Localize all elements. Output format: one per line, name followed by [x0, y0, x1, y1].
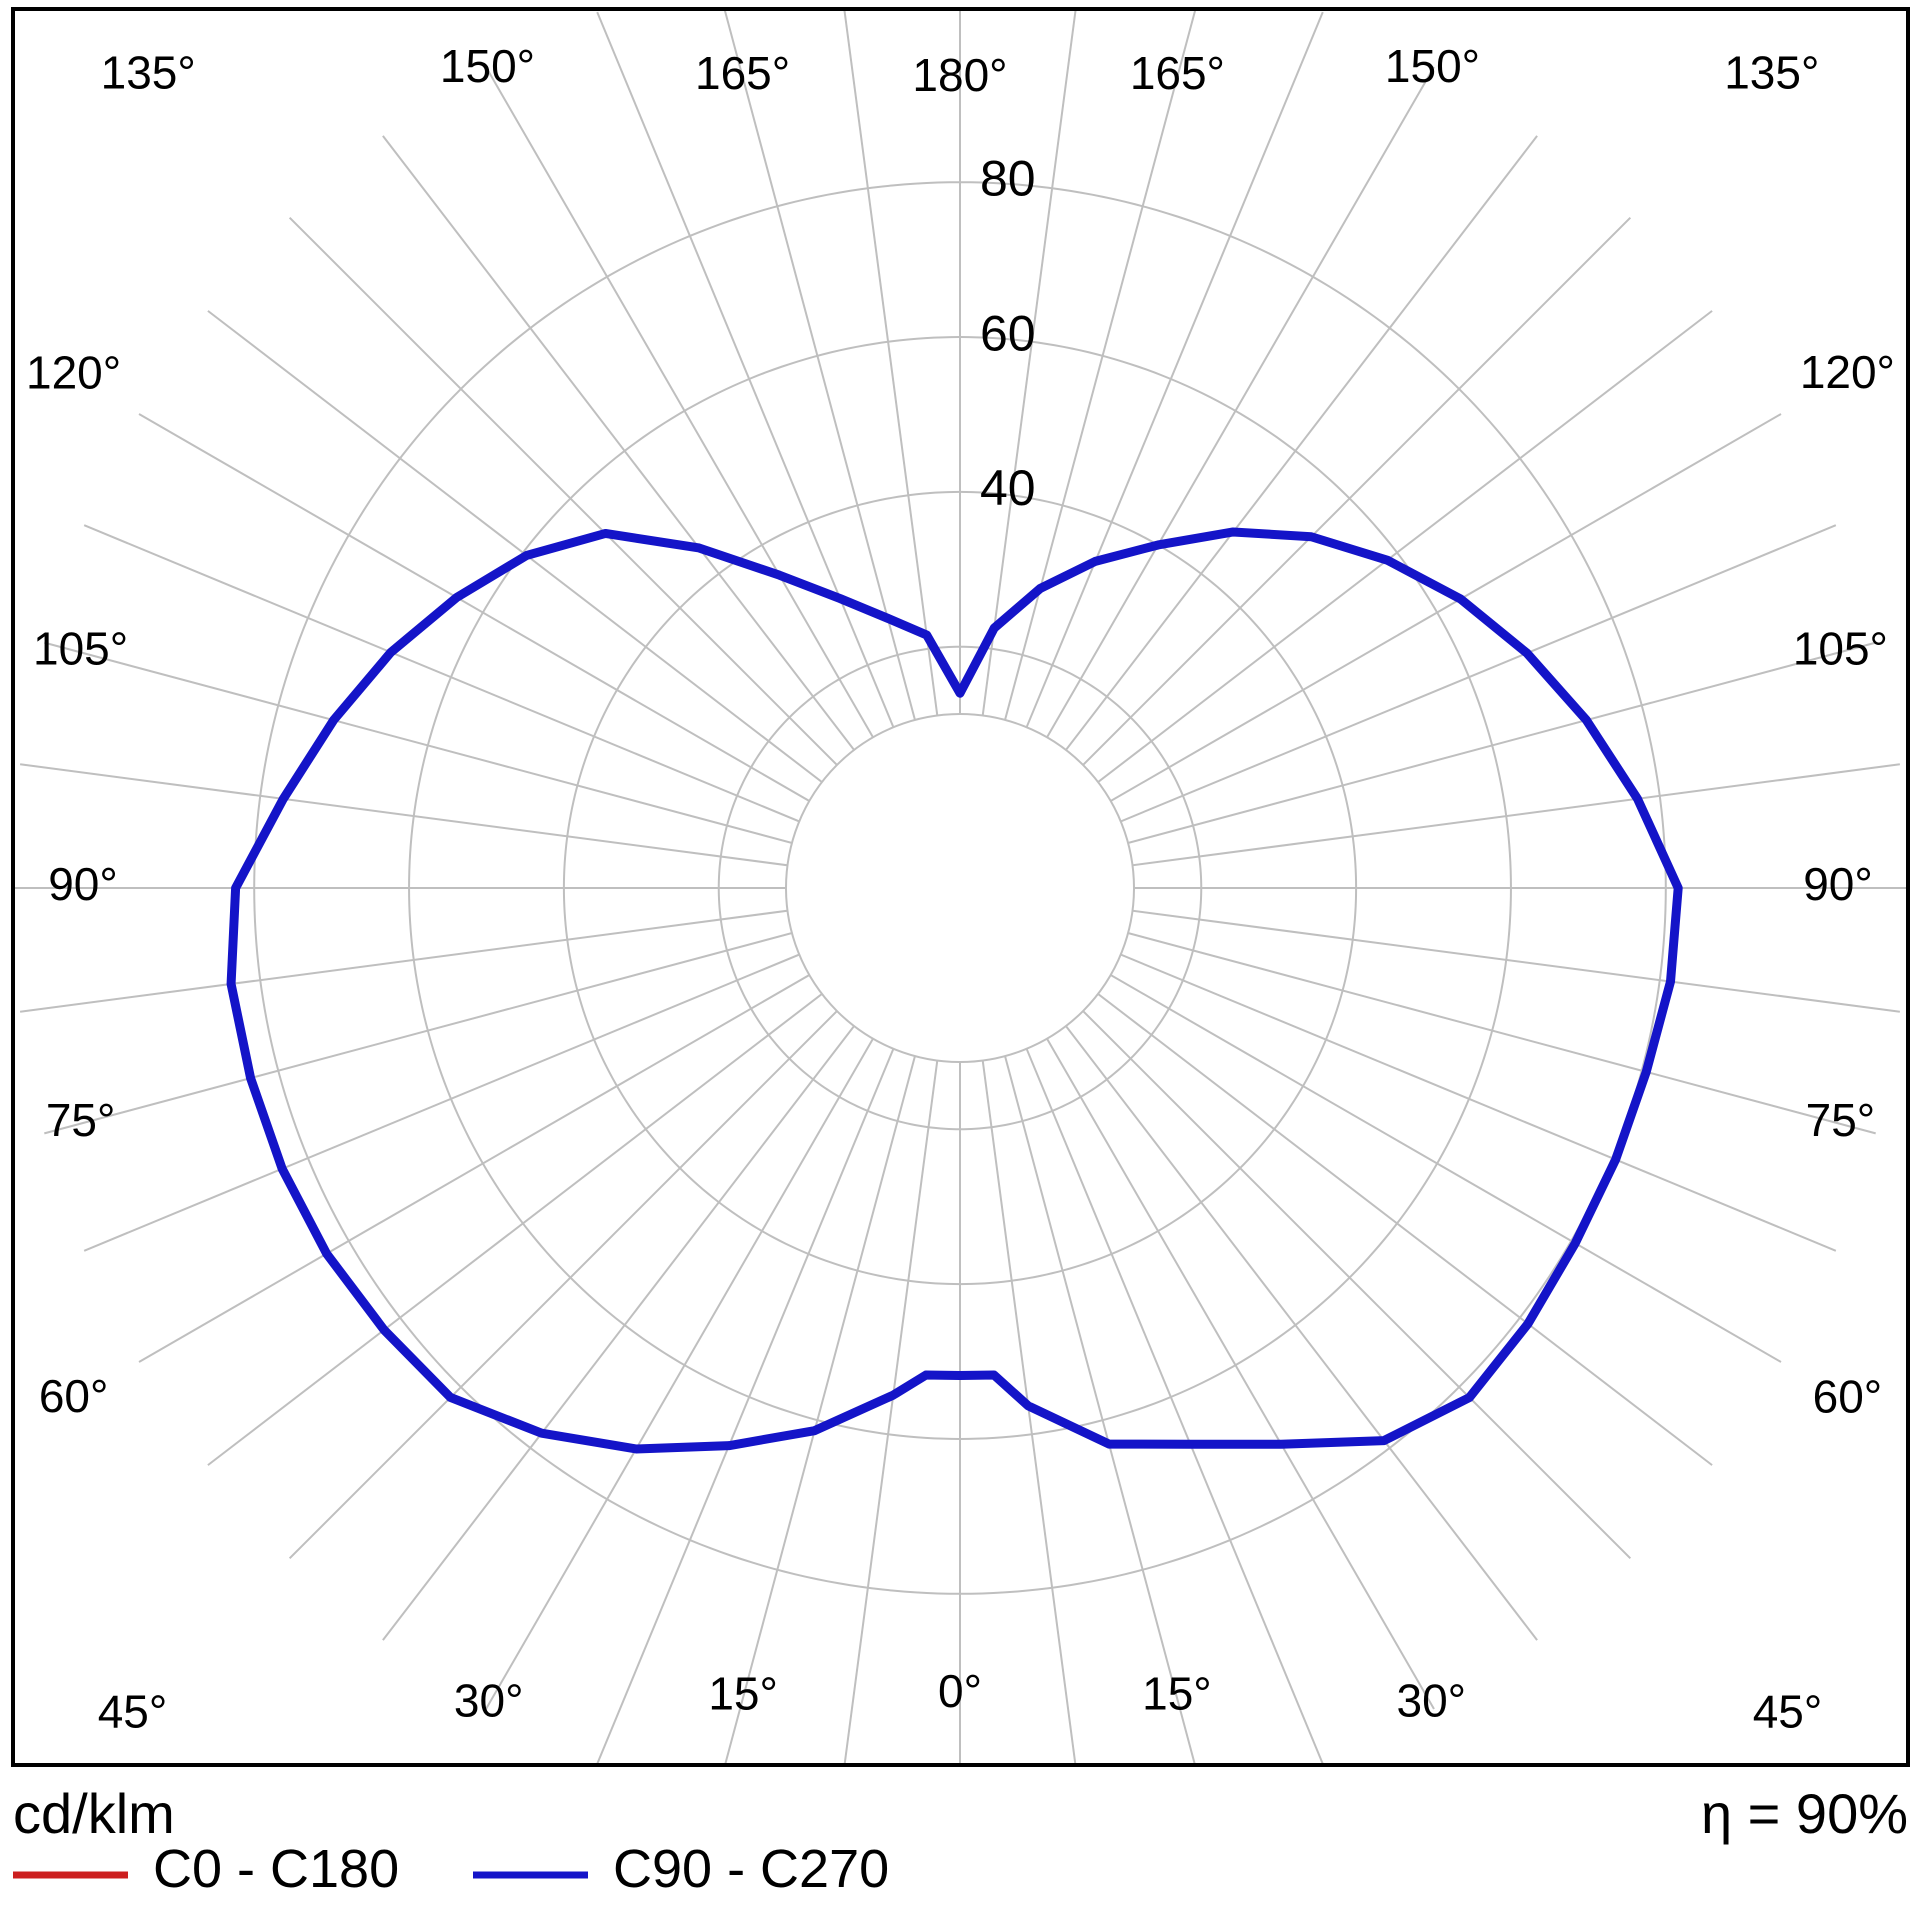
svg-text:30°: 30° — [454, 1675, 524, 1727]
svg-text:105°: 105° — [1793, 622, 1888, 674]
svg-text:η = 90%: η = 90% — [1701, 1782, 1908, 1845]
svg-text:15°: 15° — [708, 1668, 778, 1720]
svg-text:120°: 120° — [26, 346, 121, 398]
svg-text:cd/klm: cd/klm — [13, 1782, 175, 1845]
svg-text:150°: 150° — [440, 40, 535, 92]
svg-text:75°: 75° — [46, 1094, 116, 1146]
svg-text:45°: 45° — [98, 1686, 168, 1738]
svg-text:75°: 75° — [1806, 1094, 1876, 1146]
svg-text:60: 60 — [980, 305, 1036, 361]
svg-text:135°: 135° — [1724, 46, 1819, 98]
svg-text:135°: 135° — [101, 46, 196, 98]
svg-text:0°: 0° — [938, 1665, 982, 1717]
svg-text:90°: 90° — [1803, 858, 1873, 910]
svg-text:40: 40 — [980, 460, 1036, 516]
svg-text:C90 - C270: C90 - C270 — [613, 1839, 889, 1899]
svg-text:C0 - C180: C0 - C180 — [153, 1839, 399, 1899]
svg-text:120°: 120° — [1800, 346, 1895, 398]
svg-text:150°: 150° — [1385, 40, 1480, 92]
svg-text:105°: 105° — [33, 623, 128, 675]
svg-text:15°: 15° — [1142, 1668, 1212, 1720]
svg-text:45°: 45° — [1753, 1686, 1823, 1738]
svg-text:90°: 90° — [48, 858, 118, 910]
svg-text:80: 80 — [980, 150, 1036, 206]
svg-text:60°: 60° — [39, 1370, 109, 1422]
svg-text:165°: 165° — [695, 47, 790, 99]
svg-text:180°: 180° — [912, 49, 1007, 101]
svg-text:30°: 30° — [1397, 1675, 1467, 1727]
svg-text:60°: 60° — [1813, 1370, 1883, 1422]
svg-text:165°: 165° — [1130, 47, 1225, 99]
